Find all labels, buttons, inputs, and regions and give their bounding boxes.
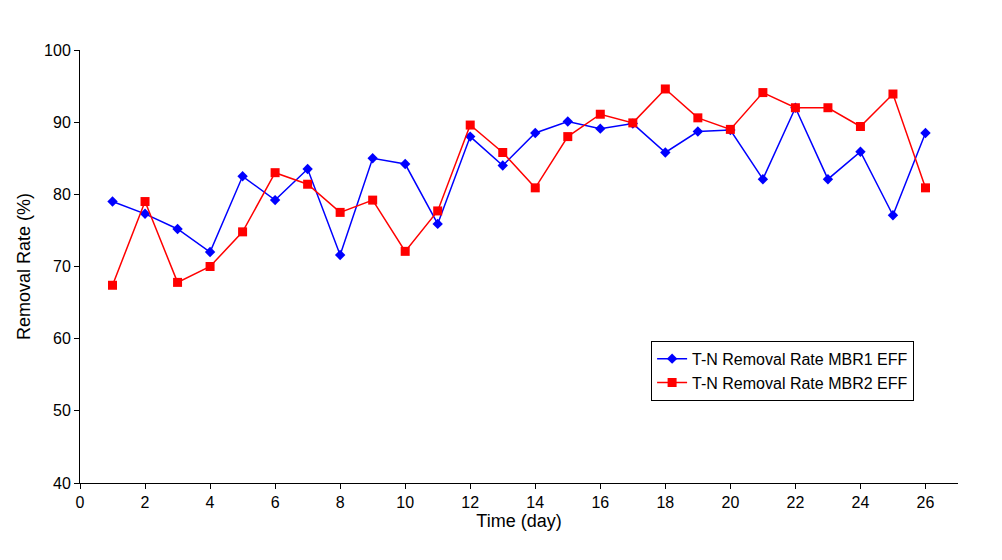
- svg-text:80: 80: [53, 186, 71, 203]
- svg-text:14: 14: [526, 494, 544, 511]
- svg-text:70: 70: [53, 258, 71, 275]
- svg-text:40: 40: [53, 475, 71, 492]
- svg-text:18: 18: [656, 494, 674, 511]
- svg-text:Removal Rate (%): Removal Rate (%): [14, 193, 34, 340]
- svg-text:2: 2: [141, 494, 150, 511]
- svg-text:100: 100: [44, 42, 71, 59]
- svg-text:12: 12: [461, 494, 479, 511]
- svg-text:T-N Removal Rate MBR2 EFF: T-N Removal Rate MBR2 EFF: [692, 375, 907, 392]
- svg-text:6: 6: [271, 494, 280, 511]
- svg-text:16: 16: [591, 494, 609, 511]
- svg-text:60: 60: [53, 330, 71, 347]
- svg-text:10: 10: [396, 494, 414, 511]
- svg-text:Time (day): Time (day): [476, 511, 561, 531]
- svg-text:0: 0: [76, 494, 85, 511]
- svg-text:T-N Removal Rate MBR1 EFF: T-N Removal Rate MBR1 EFF: [692, 351, 907, 368]
- svg-text:90: 90: [53, 114, 71, 131]
- svg-text:4: 4: [206, 494, 215, 511]
- svg-text:22: 22: [787, 494, 805, 511]
- svg-text:8: 8: [336, 494, 345, 511]
- svg-text:20: 20: [721, 494, 739, 511]
- svg-text:26: 26: [917, 494, 935, 511]
- svg-text:50: 50: [53, 402, 71, 419]
- svg-text:24: 24: [852, 494, 870, 511]
